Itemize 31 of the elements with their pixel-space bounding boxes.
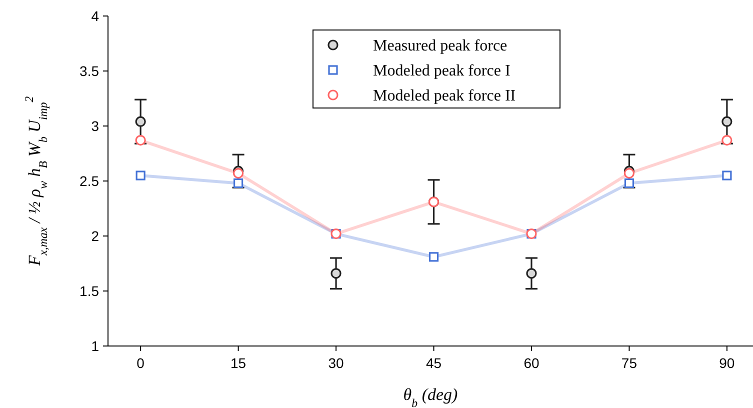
- x-tick-label: 0: [136, 355, 145, 371]
- point: [135, 116, 146, 127]
- point: [234, 178, 244, 188]
- x-tick-label: 45: [426, 355, 442, 371]
- y-tick-label: 1: [91, 338, 100, 354]
- legend-label: Modeled peak force I: [373, 62, 510, 80]
- legend-label: Measured peak force: [373, 38, 508, 55]
- x-axis-title: θ$_{b}$ (deg): [403, 385, 458, 408]
- x-tick-label: 30: [328, 355, 344, 371]
- x-tick-label: 75: [621, 355, 638, 371]
- point: [624, 178, 634, 188]
- x-tick-label: 60: [524, 355, 540, 371]
- point: [526, 268, 537, 279]
- y-tick-label: 3: [91, 118, 100, 134]
- y-tick-label: 2.5: [80, 172, 100, 189]
- y-tick-label: 1.5: [80, 282, 100, 299]
- legend-label: Modeled peak force II: [373, 88, 516, 105]
- y-tick-label: 2: [91, 228, 100, 244]
- point: [722, 170, 732, 180]
- point: [330, 268, 342, 279]
- y-tick-label: 3.5: [80, 62, 100, 79]
- point: [233, 168, 244, 179]
- point: [722, 116, 732, 127]
- point: [722, 135, 732, 146]
- y-tick-label: 4: [91, 8, 100, 24]
- x-tick-label: 90: [719, 355, 735, 371]
- point: [136, 170, 146, 180]
- x-tick-label: 15: [230, 355, 246, 371]
- point: [624, 168, 635, 179]
- point: [135, 135, 146, 146]
- point: [428, 252, 439, 262]
